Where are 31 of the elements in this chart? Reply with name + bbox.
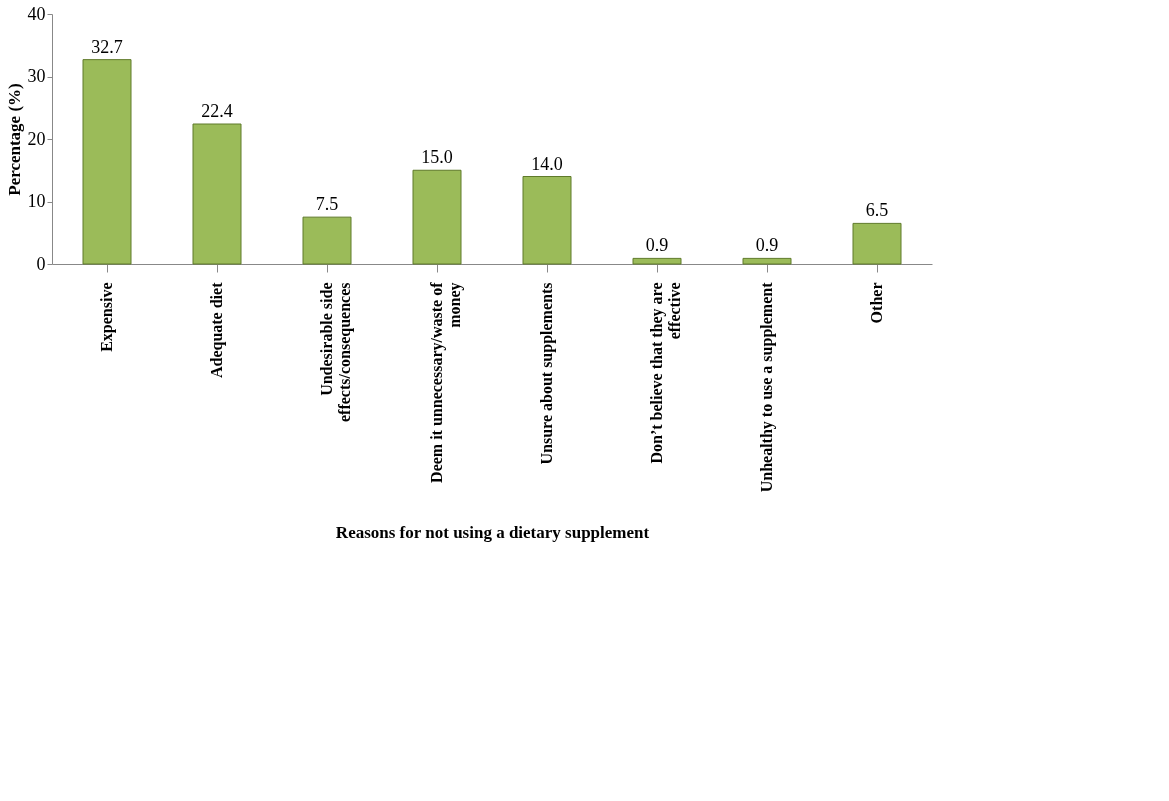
x-axis-title: Reasons for not using a dietary supplement: [335, 522, 650, 542]
data-label: 6.5: [865, 200, 889, 221]
x-tick-label: Adequate diet: [208, 281, 226, 379]
x-tick-label: Don’t believe that they are effective: [648, 282, 683, 464]
bar: [412, 169, 462, 265]
x-tick-label: Deem it unnecessary/waste of money: [428, 281, 464, 483]
x-tick-label: Unsure about supplements: [538, 282, 556, 465]
bar: [632, 257, 682, 265]
data-label: 32.7: [91, 36, 123, 57]
x-tick-label: Expensive: [98, 282, 116, 352]
y-tick-label: 30: [27, 66, 46, 86]
data-label: 0.9: [755, 235, 779, 256]
data-label: 7.5: [315, 194, 339, 215]
bar: [192, 123, 242, 265]
data-label: 15.0: [421, 147, 453, 168]
y-tick-label: 10: [27, 191, 46, 211]
bar: [852, 222, 902, 265]
x-tick-label: Other: [868, 282, 885, 324]
y-tick-label: 40: [27, 3, 46, 24]
data-label: 14.0: [531, 153, 563, 174]
bar: [302, 216, 352, 265]
data-label: 22.4: [201, 101, 233, 121]
y-axis-title: Percentage (%): [4, 83, 24, 196]
bar: [522, 176, 572, 265]
data-label: 0.9: [645, 235, 669, 256]
y-tick-label: 20: [27, 128, 46, 149]
x-tick-label: Undesirable side effects/consequences: [318, 282, 354, 423]
bar: [742, 257, 792, 265]
y-tick-label: 0: [36, 253, 46, 274]
bar: [82, 59, 132, 265]
x-tick-label: Unhealthy to use a supplement: [758, 281, 776, 493]
